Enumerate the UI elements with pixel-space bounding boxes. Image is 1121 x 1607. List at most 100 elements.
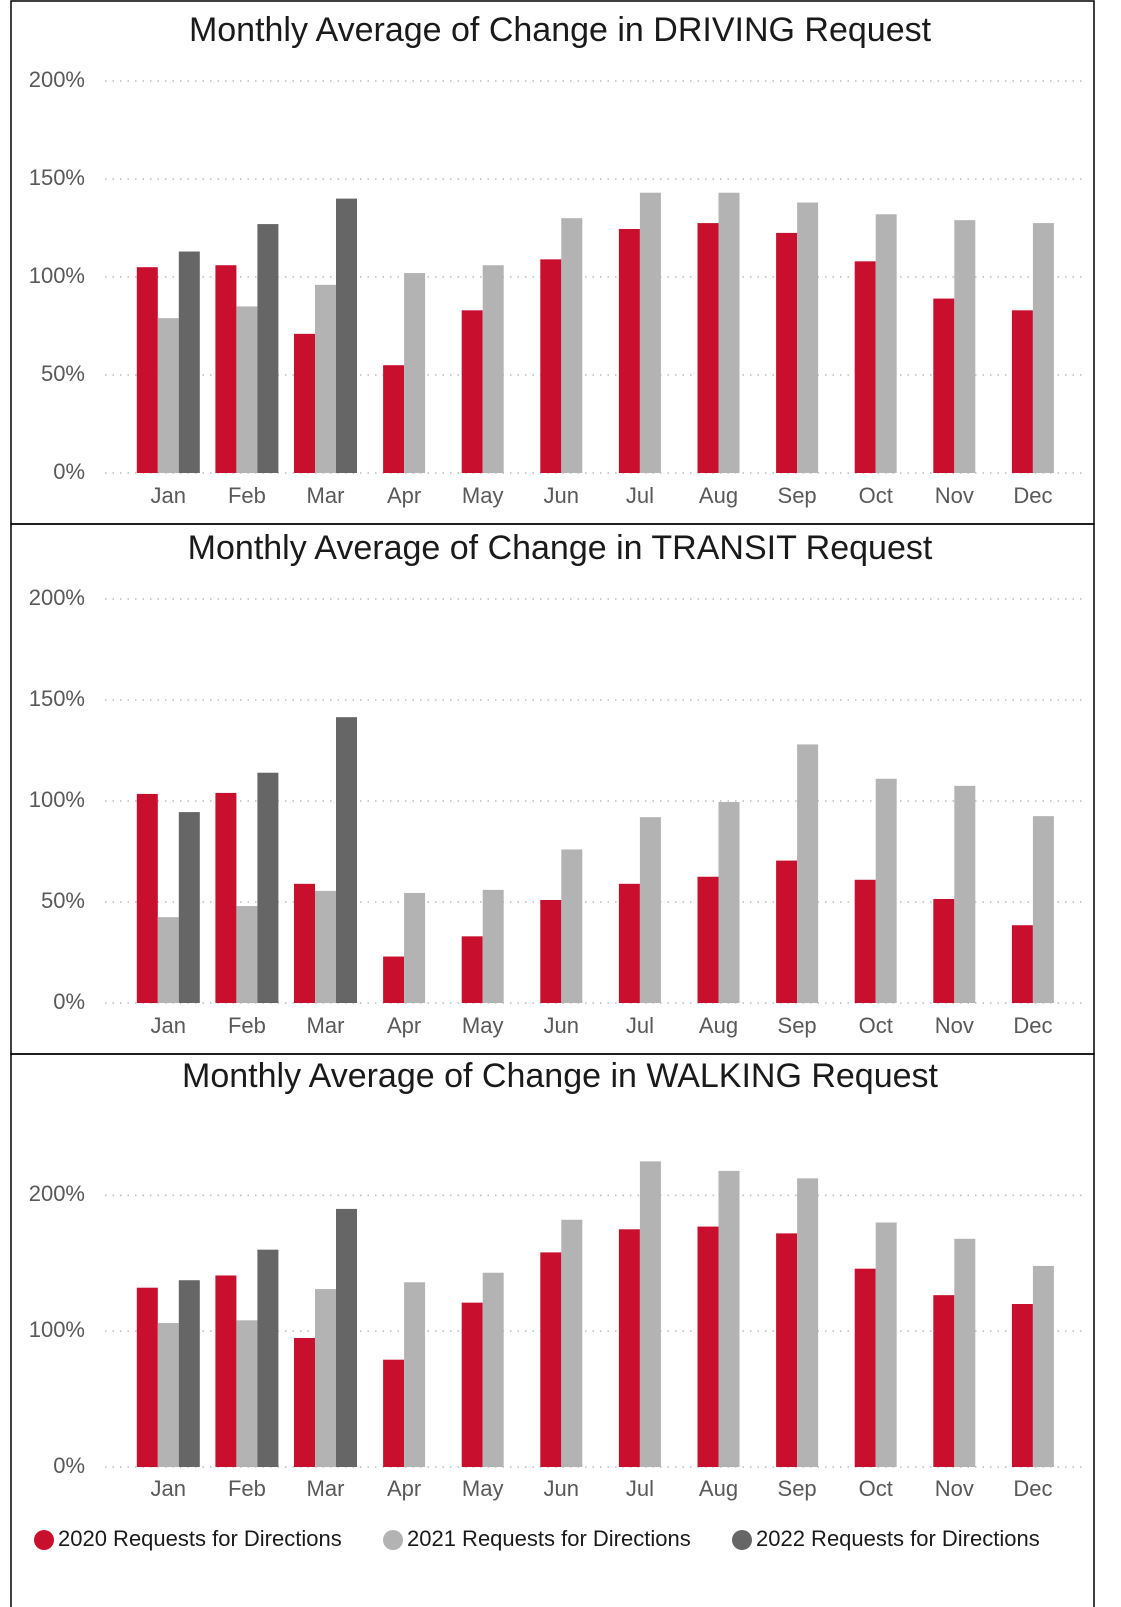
bar: [215, 1275, 237, 1467]
bar: [1032, 1265, 1054, 1467]
bar: [540, 259, 562, 473]
bar: [933, 898, 955, 1003]
y-tick-label: 150%: [29, 165, 85, 190]
x-tick-label: Nov: [935, 1476, 974, 1501]
bar: [718, 192, 740, 473]
bar: [933, 1295, 955, 1467]
legend-label: 2020 Requests for Directions: [58, 1526, 342, 1551]
bar: [404, 273, 426, 473]
bar: [854, 879, 876, 1003]
x-tick-label: Sep: [778, 483, 817, 508]
bar: [236, 1320, 258, 1467]
x-tick-label: Aug: [699, 1476, 738, 1501]
bar: [776, 860, 798, 1003]
x-tick-label: Aug: [699, 1013, 738, 1038]
bar: [315, 890, 336, 1003]
x-tick-label: Jun: [544, 1476, 579, 1501]
x-tick-label: Jan: [151, 1476, 186, 1501]
panel-frame: [10, 1053, 1095, 1607]
bar: [257, 772, 279, 1003]
x-tick-label: Mar: [307, 483, 345, 508]
bar: [1032, 816, 1054, 1003]
bar: [854, 261, 876, 473]
y-tick-label: 0%: [53, 989, 85, 1014]
legend-label: 2022 Requests for Directions: [756, 1526, 1040, 1551]
x-tick-label: Feb: [228, 1013, 266, 1038]
bar: [1032, 223, 1054, 473]
x-tick-label: Jun: [544, 1013, 579, 1038]
bar: [697, 223, 719, 473]
x-tick-label: Oct: [859, 1476, 893, 1501]
y-tick-label: 50%: [41, 888, 85, 913]
bar: [215, 265, 237, 473]
bar: [294, 1337, 315, 1467]
bar: [561, 218, 583, 473]
bar: [383, 956, 405, 1003]
bar: [461, 310, 483, 473]
y-tick-label: 200%: [29, 1181, 85, 1206]
x-tick-label: Oct: [859, 1013, 893, 1038]
bar: [294, 883, 315, 1003]
bar: [315, 284, 336, 473]
bar: [776, 232, 798, 473]
bar: [136, 1287, 158, 1467]
y-tick-label: 200%: [29, 67, 85, 92]
x-tick-label: Oct: [859, 483, 893, 508]
bar: [1011, 1304, 1033, 1467]
x-tick-label: Nov: [935, 1013, 974, 1038]
bar: [336, 198, 357, 473]
legend-marker: [732, 1530, 752, 1550]
x-tick-label: Feb: [228, 483, 266, 508]
bar: [236, 906, 258, 1003]
bar: [482, 889, 504, 1003]
bar: [954, 220, 976, 473]
bar: [697, 1226, 719, 1467]
x-tick-label: Sep: [778, 1476, 817, 1501]
bar: [257, 1249, 279, 1467]
x-tick-label: Jul: [626, 1013, 654, 1038]
bar: [461, 936, 483, 1003]
bar: [718, 802, 740, 1003]
bar: [157, 1323, 179, 1467]
y-tick-label: 200%: [29, 585, 85, 610]
bar: [136, 267, 158, 473]
bar: [383, 365, 405, 473]
x-tick-label: Jul: [626, 1476, 654, 1501]
x-tick-label: Feb: [228, 1476, 266, 1501]
bar: [618, 883, 640, 1003]
x-tick-label: Jan: [151, 483, 186, 508]
bar: [383, 1359, 405, 1467]
chart-title: Monthly Average of Change in DRIVING Req…: [189, 11, 932, 49]
bar: [618, 1229, 640, 1467]
x-tick-label: Dec: [1013, 1013, 1052, 1038]
bar: [215, 792, 237, 1003]
bar: [797, 744, 819, 1003]
bar: [875, 1222, 897, 1467]
bar: [639, 192, 661, 473]
bar: [482, 265, 504, 473]
bar: [954, 785, 976, 1003]
chart-title: Monthly Average of Change in WALKING Req…: [182, 1057, 939, 1095]
legend-marker: [34, 1530, 54, 1550]
x-tick-label: May: [462, 483, 504, 508]
chart-title: Monthly Average of Change in TRANSIT Req…: [188, 529, 933, 567]
bar: [236, 306, 258, 473]
bar: [157, 917, 179, 1003]
x-tick-label: Nov: [935, 483, 974, 508]
bar: [315, 1289, 336, 1467]
bar: [854, 1268, 876, 1467]
legend-marker: [383, 1530, 403, 1550]
bar: [1011, 310, 1033, 473]
bar: [257, 224, 279, 473]
x-tick-label: Aug: [699, 483, 738, 508]
x-tick-label: Dec: [1013, 483, 1052, 508]
x-tick-label: Jun: [544, 483, 579, 508]
bar: [875, 214, 897, 473]
y-tick-label: 0%: [53, 1453, 85, 1478]
bar: [540, 899, 562, 1003]
y-tick-label: 150%: [29, 686, 85, 711]
bar: [561, 1219, 583, 1467]
bar: [718, 1170, 740, 1467]
bar: [336, 1208, 357, 1467]
